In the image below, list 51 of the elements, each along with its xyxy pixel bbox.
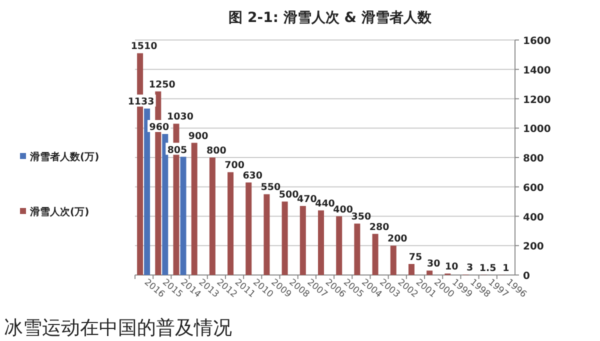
bar: [246, 182, 252, 275]
bar: [191, 142, 198, 275]
bar: [426, 270, 433, 275]
data-label: 75: [408, 252, 422, 263]
y-tick-label: 1600: [523, 36, 551, 47]
bar: [209, 158, 216, 275]
data-label: 630: [242, 170, 263, 182]
text: 冰雪运动在中国的普及情况: [4, 317, 232, 339]
data-label: 400: [333, 204, 354, 216]
bar: [408, 264, 414, 275]
data-label: 1030: [167, 112, 194, 123]
y-tick-label: 400: [523, 212, 544, 224]
bar: [390, 246, 396, 275]
y-tick-label: 800: [523, 154, 544, 164]
data-label: 1133: [128, 96, 154, 108]
bar: [282, 202, 288, 275]
bar: [180, 156, 186, 275]
y-tick-label: 1000: [523, 124, 551, 136]
y-tick-label: 1400: [523, 65, 551, 76]
y-tick-label: 600: [523, 182, 544, 194]
y-tick-label: 0: [523, 271, 530, 282]
legend-label: 滑雪人次(万): [29, 206, 90, 218]
data-label: 1.5: [479, 262, 496, 274]
bar: [336, 216, 342, 275]
bar: [264, 194, 270, 275]
data-label: 700: [224, 160, 245, 172]
data-label: 900: [188, 130, 209, 142]
data-label: 960: [149, 122, 170, 133]
data-label: 200: [387, 234, 408, 245]
data-label: 1250: [148, 79, 176, 90]
bar: [372, 234, 378, 275]
y-tick-label: 200: [523, 242, 544, 253]
bar: [162, 134, 168, 275]
legend-label: 滑雪者人数(万): [29, 151, 100, 163]
bar: [144, 108, 150, 275]
data-label: 1: [502, 262, 510, 274]
data-label: 800: [206, 146, 227, 156]
bar: [354, 224, 360, 275]
bar: [318, 210, 324, 275]
data-label: 10: [445, 262, 459, 273]
data-label: 805: [167, 144, 188, 156]
data-label: 440: [315, 198, 336, 210]
bar: [228, 172, 234, 275]
data-label: 3: [466, 262, 474, 274]
data-label: 1510: [130, 41, 158, 52]
chart-title: 图 2-1: 滑雪人次 & 滑雪者人数: [228, 10, 432, 26]
data-label: 280: [369, 222, 390, 233]
data-label: 30: [426, 258, 441, 270]
y-tick-label: 1200: [523, 94, 551, 106]
bar: [300, 206, 306, 275]
data-label: 350: [351, 212, 372, 223]
